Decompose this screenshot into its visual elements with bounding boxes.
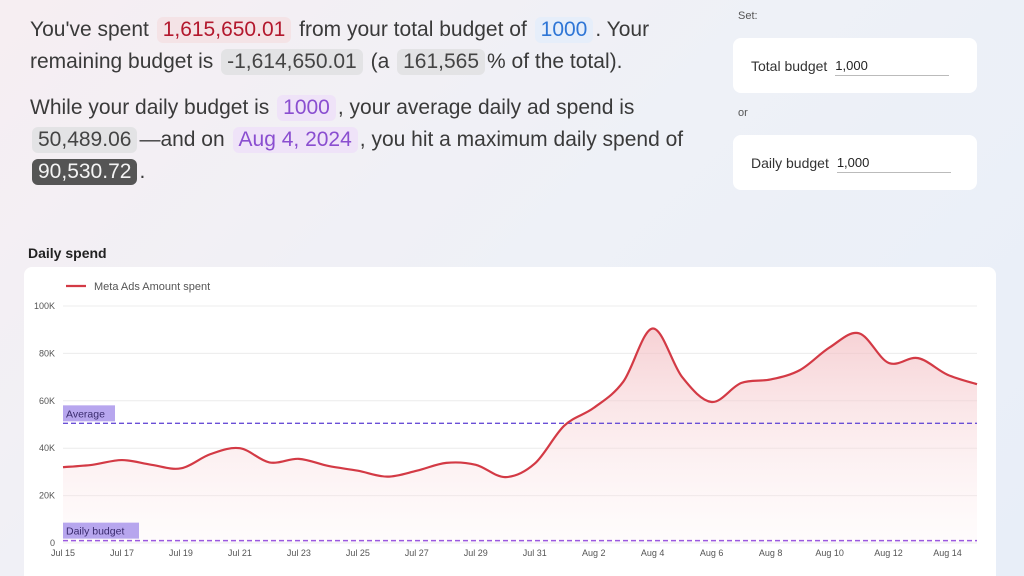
reference-label-bg bbox=[63, 522, 139, 539]
data-point bbox=[473, 462, 478, 467]
x-tick-label: Aug 8 bbox=[759, 548, 783, 558]
percent-value: 161,565 bbox=[397, 49, 486, 75]
data-point bbox=[709, 399, 714, 404]
max-daily-spend-value: 90,530.72 bbox=[32, 159, 138, 185]
data-point bbox=[562, 423, 567, 428]
total-budget-value: 1000 bbox=[534, 17, 594, 43]
x-tick-label: Aug 6 bbox=[700, 548, 724, 558]
x-tick-label: Aug 4 bbox=[641, 548, 665, 558]
data-point bbox=[237, 446, 242, 451]
data-point bbox=[886, 360, 891, 365]
y-tick-label: 0 bbox=[50, 538, 55, 548]
data-point bbox=[90, 462, 95, 467]
summary-paragraph-daily: While your daily budget is 1000, your av… bbox=[30, 95, 684, 185]
data-point bbox=[61, 465, 66, 470]
x-tick-label: Jul 25 bbox=[346, 548, 370, 558]
remaining-budget-value: -1,614,650.01 bbox=[221, 49, 363, 75]
data-point bbox=[857, 331, 862, 336]
x-tick-label: Jul 21 bbox=[228, 548, 252, 558]
x-tick-label: Aug 2 bbox=[582, 548, 606, 558]
data-point bbox=[119, 458, 124, 463]
data-point bbox=[149, 462, 154, 467]
daily-spend-chart: Average Daily budget Jul 15 Jul 17 Jul 19 Ju… bbox=[34, 281, 980, 558]
x-tick-label: Aug 10 bbox=[815, 548, 844, 558]
reference-label-bg bbox=[63, 405, 115, 422]
or-label: or bbox=[738, 107, 748, 119]
y-tick-label: 20K bbox=[39, 491, 55, 501]
average-daily-spend-value: 50,489.06 bbox=[32, 127, 138, 153]
daily-budget-label: Daily budget bbox=[751, 154, 829, 171]
data-point bbox=[414, 468, 419, 473]
data-point bbox=[798, 367, 803, 372]
data-point bbox=[621, 379, 626, 384]
data-point bbox=[385, 474, 390, 479]
series-area bbox=[63, 328, 977, 543]
series-line-meta-ads bbox=[62, 327, 978, 479]
x-tick-label: Aug 12 bbox=[874, 548, 903, 558]
set-label: Set: bbox=[738, 10, 758, 22]
total-budget-card: Total budget bbox=[733, 38, 977, 93]
data-point bbox=[208, 452, 213, 457]
data-point bbox=[444, 460, 449, 465]
budget-summary: You've spent 1,615,650.01 from your tota… bbox=[30, 14, 720, 202]
data-point bbox=[975, 382, 980, 387]
x-tick-label: Jul 15 bbox=[51, 548, 75, 558]
x-tick-label: Jul 27 bbox=[405, 548, 429, 558]
chart-card: Average Daily budget Jul 15 Jul 17 Jul 19 Ju… bbox=[24, 267, 996, 576]
x-tick-label: Jul 31 bbox=[523, 548, 547, 558]
spent-value: 1,615,650.01 bbox=[156, 17, 292, 43]
chart-title: Daily spend bbox=[28, 245, 107, 261]
x-tick-label: Jul 17 bbox=[110, 548, 134, 558]
data-point bbox=[680, 375, 685, 380]
data-point bbox=[178, 466, 183, 471]
daily-budget-card: Daily budget bbox=[733, 135, 977, 190]
y-tick-label: 40K bbox=[39, 443, 55, 453]
data-point bbox=[768, 377, 773, 382]
x-tick-label: Jul 23 bbox=[287, 548, 311, 558]
total-budget-input[interactable] bbox=[835, 55, 950, 76]
y-tick-label: 80K bbox=[39, 348, 55, 358]
data-point bbox=[532, 461, 537, 466]
daily-budget-value: 1000 bbox=[277, 95, 336, 121]
y-tick-label: 100K bbox=[34, 301, 55, 311]
data-point bbox=[827, 345, 832, 350]
y-tick-label: 60K bbox=[39, 396, 55, 406]
max-spend-date: Aug 4, 2024 bbox=[232, 127, 358, 153]
data-point bbox=[945, 372, 950, 377]
legend-label: Meta Ads Amount spent bbox=[94, 281, 210, 293]
data-point bbox=[916, 356, 921, 361]
x-tick-label: Aug 14 bbox=[933, 548, 962, 558]
data-point bbox=[591, 405, 596, 410]
data-point bbox=[296, 456, 301, 461]
data-point bbox=[739, 381, 744, 386]
data-point bbox=[326, 463, 331, 468]
data-point bbox=[650, 326, 655, 331]
x-tick-label: Jul 19 bbox=[169, 548, 193, 558]
x-tick-label: Jul 29 bbox=[464, 548, 488, 558]
summary-paragraph-total: You've spent 1,615,650.01 from your tota… bbox=[30, 17, 650, 75]
data-point bbox=[355, 468, 360, 473]
reference-label: Daily budget bbox=[66, 526, 124, 538]
daily-budget-input[interactable] bbox=[836, 152, 951, 173]
data-point bbox=[267, 460, 272, 465]
reference-label: Average bbox=[66, 408, 105, 420]
data-point bbox=[503, 475, 508, 480]
total-budget-label: Total budget bbox=[751, 57, 828, 74]
